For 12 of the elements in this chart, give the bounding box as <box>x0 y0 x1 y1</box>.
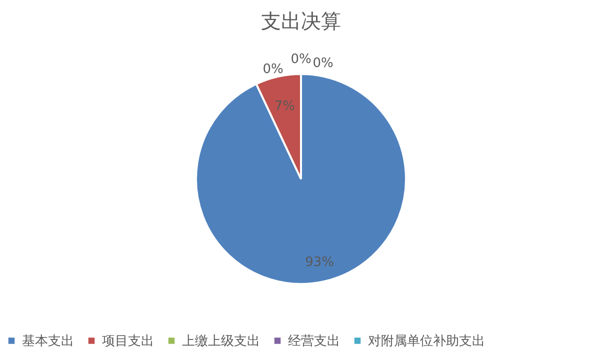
data-label: 7% <box>274 98 295 114</box>
legend-label: 对附属单位补助支出 <box>368 334 485 349</box>
legend-label: 经营支出 <box>288 334 340 349</box>
text: 0% <box>262 62 284 77</box>
legend-label: 基本支出 <box>22 334 74 349</box>
legend-label: 上缴上级支出 <box>182 334 260 349</box>
legend-label: 项目支出 <box>102 334 154 349</box>
pie-slice <box>195 73 407 285</box>
text: 0% <box>312 56 334 71</box>
chart-title: 支出决算 <box>261 9 341 33</box>
data-label: 93% <box>305 254 334 270</box>
text: 0% <box>290 52 312 67</box>
